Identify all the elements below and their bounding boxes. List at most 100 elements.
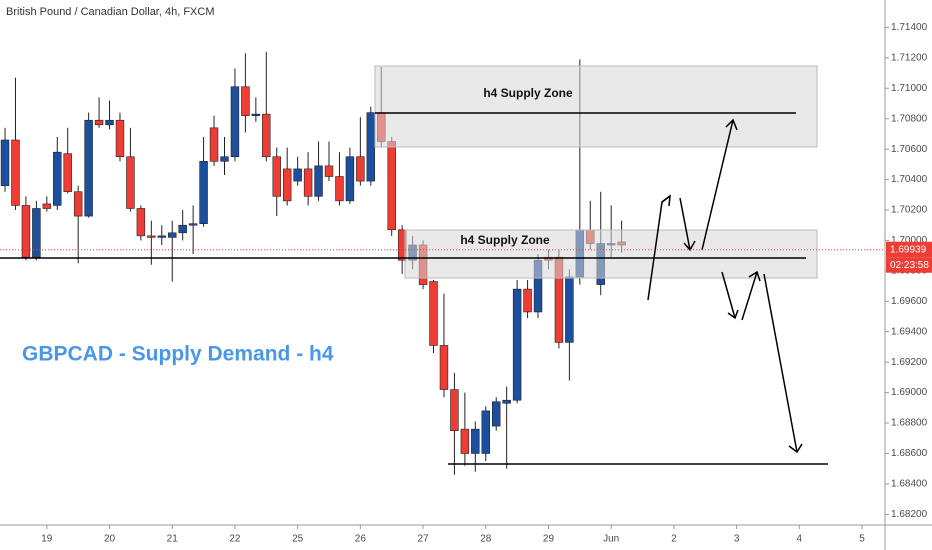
- y-tick-label: 1.70200: [891, 205, 928, 216]
- candle-body: [491, 401, 501, 427]
- candle-body: [481, 410, 490, 454]
- candle-body: [241, 86, 250, 116]
- arrow-head: [748, 270, 761, 282]
- candle-body: [366, 112, 376, 182]
- y-tick-label: 1.69000: [891, 387, 928, 398]
- x-tick-label: 2: [671, 534, 677, 545]
- x-tick-label: Jun: [603, 534, 619, 545]
- candle-body: [324, 165, 334, 177]
- candle-body: [523, 288, 532, 313]
- candle-body: [115, 119, 125, 158]
- candle-body: [251, 113, 261, 116]
- annotation: GBPCAD - Supply Demand - h4: [22, 343, 334, 366]
- y-tick-label: 1.69400: [891, 326, 928, 337]
- x-tick-label: 27: [417, 534, 429, 545]
- y-tick-label: 1.69600: [891, 296, 928, 307]
- candle-body: [168, 232, 177, 238]
- candle-body: [314, 165, 323, 197]
- candle-body: [0, 139, 10, 186]
- candle-body: [450, 389, 459, 431]
- candle-body: [272, 156, 281, 197]
- arrow: [701, 119, 734, 251]
- x-tick-label: 3: [734, 534, 740, 545]
- x-tick-label: 26: [355, 534, 367, 545]
- y-tick-label: 1.68200: [891, 509, 928, 520]
- candle-body: [356, 156, 365, 182]
- candle-body: [293, 168, 302, 182]
- zone-label: h4 Supply Zone: [483, 86, 573, 100]
- candle-body: [73, 191, 83, 217]
- arrow: [763, 273, 798, 453]
- x-tick-label: 20: [104, 534, 116, 545]
- candle-body: [53, 151, 62, 206]
- x-tick-label: 21: [167, 534, 179, 545]
- candle-body: [126, 156, 135, 209]
- candle-body: [429, 281, 438, 346]
- candles: [0, 51, 626, 475]
- candle-body: [178, 224, 187, 234]
- last-price-box: [886, 241, 932, 258]
- candle-body: [147, 235, 156, 238]
- countdown-label: 02:23:58: [890, 260, 929, 271]
- y-tick-label: 1.68800: [891, 418, 928, 429]
- y-tick-label: 1.71200: [891, 52, 928, 63]
- chart-title: British Pound / Canadian Dollar, 4h, FXC…: [6, 6, 215, 18]
- candle-body: [21, 205, 31, 258]
- x-tick-label: 29: [543, 534, 555, 545]
- arrow-head: [727, 309, 739, 320]
- supply-zone: [404, 229, 818, 279]
- candle-body: [136, 208, 146, 237]
- candle-body: [209, 127, 219, 162]
- arrow-head: [725, 118, 738, 131]
- arrow: [679, 197, 691, 251]
- x-tick-label: 25: [292, 534, 304, 545]
- candle-body: [11, 139, 20, 206]
- candle-body: [230, 86, 240, 158]
- y-tick-label: 1.70600: [891, 144, 928, 155]
- y-tick-label: 1.71000: [891, 83, 928, 94]
- candle-body: [303, 168, 313, 197]
- candle-body: [220, 156, 229, 162]
- y-tick-label: 1.71400: [891, 22, 928, 33]
- candle-body: [282, 168, 292, 202]
- y-tick-label: 1.70800: [891, 113, 928, 124]
- y-tick-label: 1.69200: [891, 357, 928, 368]
- arrow-head: [661, 194, 671, 207]
- candle-body: [32, 208, 41, 258]
- arrow-head: [788, 443, 803, 454]
- candle-body: [199, 161, 208, 224]
- candle-body: [63, 153, 72, 193]
- supply-zone: [374, 65, 818, 148]
- candle-body: [188, 223, 198, 226]
- y-tick-label: 1.68400: [891, 479, 928, 490]
- drawings: [0, 65, 828, 465]
- x-tick-label: 22: [229, 534, 241, 545]
- zone-label: h4 Supply Zone: [460, 233, 550, 247]
- candle-body: [262, 113, 271, 158]
- x-tick-label: 4: [797, 534, 803, 545]
- y-tick-label: 1.68600: [891, 448, 928, 459]
- candle-body: [460, 428, 470, 454]
- candle-body: [105, 119, 114, 126]
- candle-body: [345, 156, 355, 202]
- x-tick-label: 5: [859, 534, 865, 545]
- candle-body: [565, 276, 574, 343]
- candle-body: [387, 141, 396, 231]
- candle-body: [157, 235, 167, 238]
- last-price-label: 1.69939: [890, 244, 927, 255]
- countdown-box: [886, 257, 932, 273]
- arrow: [741, 271, 758, 321]
- y-tick-label: 1.70400: [891, 174, 928, 185]
- candle-body: [471, 428, 480, 454]
- candle-body: [502, 399, 511, 404]
- candle-body: [94, 119, 104, 126]
- y-tick-label: 1.70000: [891, 235, 928, 246]
- x-tick-label: 19: [41, 534, 53, 545]
- candle-body: [84, 119, 93, 217]
- candle-body: [512, 288, 522, 401]
- candle-body: [42, 203, 52, 209]
- arrow: [721, 271, 736, 319]
- x-tick-label: 28: [480, 534, 492, 545]
- candle-body: [335, 176, 344, 202]
